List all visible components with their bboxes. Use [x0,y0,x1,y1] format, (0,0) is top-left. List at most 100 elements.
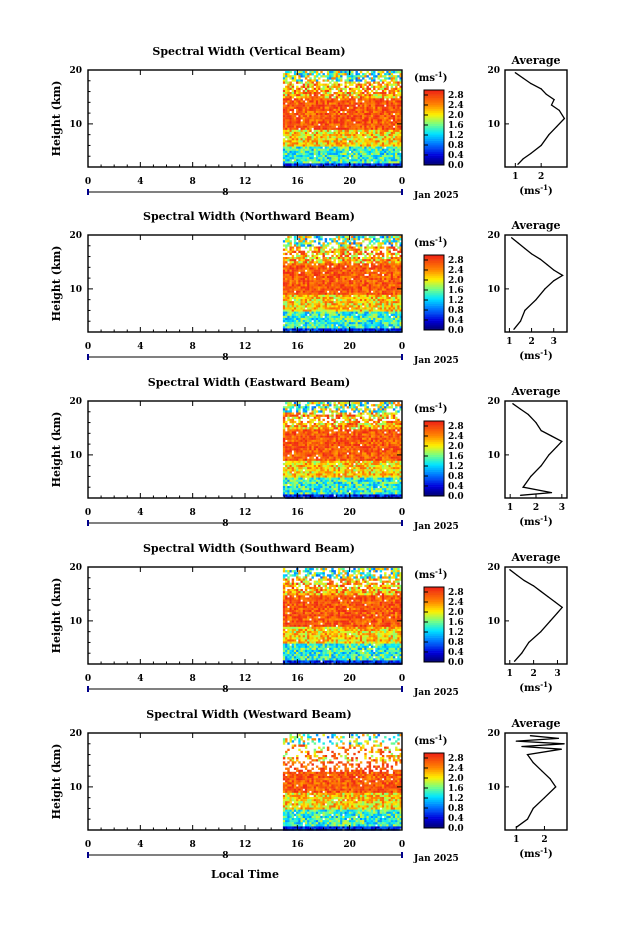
heatmap-cell [322,131,325,135]
heatmap-cell [359,242,363,245]
heatmap-cell [370,94,374,97]
heatmap-cell [346,328,350,331]
heatmap-cell [377,77,380,80]
heatmap-cell [357,290,361,293]
heatmap-cell [337,263,341,266]
heatmap-cell [307,92,310,95]
heatmap-cell [311,305,314,308]
heatmap-cell [300,322,303,325]
heatmap-cell [353,140,356,143]
heatmap-cell [318,87,321,91]
heatmap-cell [298,240,301,243]
heatmap-cell [370,140,374,143]
heatmap-cell [287,429,290,432]
heatmap-cell [379,106,383,109]
heatmap-cell [287,439,290,443]
heatmap-cell [285,431,288,434]
heatmap-cell [351,98,354,101]
heatmap-cell [320,236,323,239]
heatmap-cell [346,299,350,302]
heatmap-cell [362,155,365,158]
heatmap-cell [311,148,314,151]
heatmap-cell [282,98,286,101]
colorbar-swatch [424,144,444,147]
heatmap-cell [289,486,292,489]
heatmap-cell [351,96,354,99]
heatmap-cell [333,305,336,308]
heatmap-cell [359,265,363,268]
heatmap-cell [390,108,394,112]
heatmap-cell [351,284,354,287]
heatmap-cell [309,240,312,243]
heatmap-cell [300,311,303,314]
heatmap-cell [293,257,297,260]
heatmap-cell [386,317,389,321]
heatmap-cell [331,106,334,109]
heatmap-cell [355,73,358,76]
heatmap-cell [320,129,323,133]
heatmap-cell [322,288,325,291]
heatmap-cell [353,263,356,266]
heatmap-cell [392,322,396,325]
heatmap-cell [287,140,290,143]
heatmap-cell [289,292,292,295]
heatmap-cell [291,305,295,308]
heatmap-cell [291,296,295,300]
heatmap-cell [300,104,303,107]
heatmap-cell [388,121,391,124]
colorbar-swatch [424,277,444,280]
heatmap-cell [298,113,301,116]
heatmap-cell [379,282,383,285]
heatmap-cell [289,85,292,88]
heatmap-cell [282,406,286,409]
heatmap-cell [392,286,396,289]
heatmap-cell [373,140,376,143]
heatmap-cell [337,115,341,118]
heatmap-cell [397,282,400,285]
heatmap-cell [399,148,402,151]
heatmap-cell [340,71,343,74]
heatmap-cell [359,94,363,97]
heatmap-cell [291,129,295,133]
heatmap-cell [384,284,387,287]
heatmap-cell [287,427,290,430]
heatmap-cell [366,75,369,78]
colorbar-swatch [424,256,444,260]
heatmap-cell [348,75,352,78]
heatmap-cell [375,294,378,298]
heatmap-cell [370,273,374,277]
heatmap-cell [289,157,292,160]
heatmap-cell [313,246,317,249]
heatmap-cell [390,100,394,103]
profile-x-label: (ms-1) [519,348,552,362]
heatmap-cell [293,288,297,291]
heatmap-cell [300,267,303,270]
heatmap-cell [331,315,334,319]
heatmap-cell [326,73,330,76]
heatmap-cell [331,131,334,135]
heatmap-cell [296,273,299,277]
heatmap-cell [307,115,310,118]
heatmap-cell [346,282,350,285]
profile-line [511,237,564,330]
heatmap-cell [373,92,376,95]
heatmap-cell [351,100,354,103]
heatmap-cell [282,79,286,82]
heatmap-cell [388,242,391,245]
heatmap-cell [381,104,385,107]
heatmap-cell [346,123,350,126]
colorbar-swatch [424,301,444,305]
heatmap-cell [285,471,288,474]
heatmap-cell [353,96,356,99]
heatmap-cell [373,100,376,103]
heatmap-cell [399,286,402,289]
heatmap-cell [353,265,356,268]
heatmap-cell [348,282,352,285]
heatmap-cell [324,108,328,112]
heatmap-cell [313,121,317,124]
heatmap-cell [282,450,286,453]
heatmap-cell [300,280,303,283]
heatmap-cell [285,98,288,101]
heatmap-cell [315,73,319,76]
heatmap-cell [287,317,290,321]
